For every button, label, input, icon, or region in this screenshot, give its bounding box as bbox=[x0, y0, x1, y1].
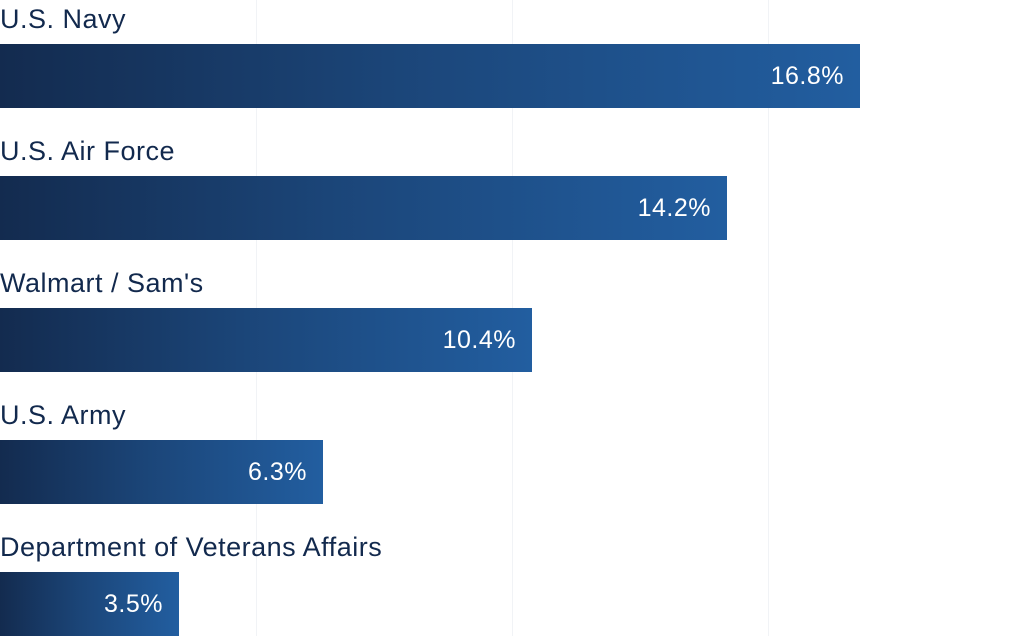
bar-row: U.S. Air Force 14.2% bbox=[0, 132, 1024, 264]
bar: 3.5% bbox=[0, 572, 179, 636]
bar-row: Walmart / Sam's 10.4% bbox=[0, 264, 1024, 396]
category-label: Walmart / Sam's bbox=[0, 268, 204, 298]
bar-value-label: 10.4% bbox=[442, 326, 516, 354]
bar: 10.4% bbox=[0, 308, 532, 372]
bar: 16.8% bbox=[0, 44, 860, 108]
bar: 6.3% bbox=[0, 440, 323, 504]
category-label: U.S. Army bbox=[0, 400, 127, 430]
bar-row: Department of Veterans Affairs 3.5% bbox=[0, 528, 1024, 636]
gridline bbox=[768, 0, 769, 636]
bar-value-label: 16.8% bbox=[770, 62, 844, 90]
bar-value-label: 14.2% bbox=[637, 194, 711, 222]
bar-value-label: 6.3% bbox=[248, 458, 307, 486]
category-label: U.S. Navy bbox=[0, 4, 127, 34]
category-label: Department of Veterans Affairs bbox=[0, 532, 383, 562]
bar-row: U.S. Army 6.3% bbox=[0, 396, 1024, 528]
category-label: U.S. Air Force bbox=[0, 136, 176, 166]
bar: 14.2% bbox=[0, 176, 727, 240]
bar-row: U.S. Navy 16.8% bbox=[0, 0, 1024, 132]
bar-value-label: 3.5% bbox=[104, 590, 163, 618]
